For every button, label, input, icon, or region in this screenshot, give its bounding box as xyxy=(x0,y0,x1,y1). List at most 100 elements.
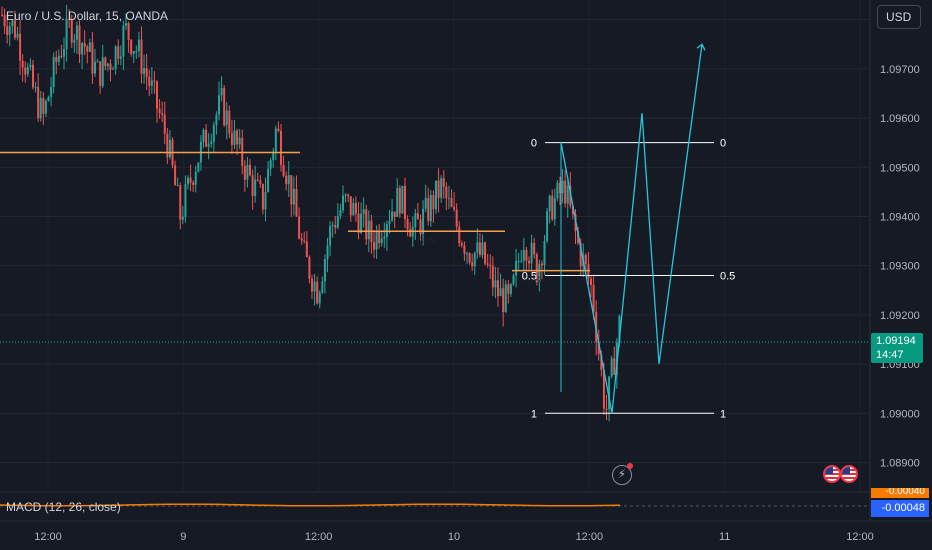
fib-label-right: 0 xyxy=(720,138,726,150)
us-flag-icon[interactable] xyxy=(840,465,858,483)
candle-body xyxy=(282,164,285,176)
candle-body xyxy=(569,185,572,206)
candle-body xyxy=(561,180,564,194)
candle-body xyxy=(52,57,55,88)
candle-body xyxy=(618,315,621,343)
candle-body xyxy=(104,57,107,67)
candle-body xyxy=(497,280,499,297)
candle-body xyxy=(334,225,337,228)
candle-body xyxy=(26,67,29,75)
candle-body xyxy=(559,182,561,194)
fib-label-right: 1 xyxy=(720,408,726,420)
y-tick-label: 1.09700 xyxy=(880,64,920,76)
candle-body xyxy=(571,205,574,215)
candle-body xyxy=(507,284,510,294)
us-flag-icon[interactable] xyxy=(823,465,841,483)
candle-body xyxy=(163,114,166,134)
candle-body xyxy=(466,253,468,255)
candle-body xyxy=(145,68,148,77)
candle-body xyxy=(460,243,463,246)
candle-body xyxy=(243,165,246,180)
candle-body xyxy=(181,216,184,220)
candle-body xyxy=(318,292,321,304)
chart-grid xyxy=(0,19,870,463)
candle-body xyxy=(522,249,525,261)
candle-body xyxy=(564,180,567,204)
candle-body xyxy=(453,206,456,210)
projection-line xyxy=(560,44,703,414)
candle-body xyxy=(228,110,231,134)
candle-body xyxy=(189,177,192,183)
currency-button[interactable]: USD xyxy=(877,5,921,29)
x-tick-label: 9 xyxy=(180,531,186,543)
price-axis: 1.098001.097001.096001.095001.094001.093… xyxy=(880,15,920,470)
candle-body xyxy=(584,254,587,264)
candle-body xyxy=(83,43,86,47)
candle-body xyxy=(551,195,554,220)
candle-body xyxy=(150,80,153,86)
candle-body xyxy=(473,252,476,267)
candle-body xyxy=(21,60,24,68)
candle-body xyxy=(600,354,603,370)
x-tick-label: 12:00 xyxy=(34,531,62,543)
candle-body xyxy=(11,20,14,27)
candle-body xyxy=(135,51,138,53)
candle-body xyxy=(422,208,425,235)
candle-body xyxy=(525,249,528,261)
macd-signal-value-tag: -0.00040 xyxy=(871,488,929,498)
candle-body xyxy=(101,57,104,86)
projection-arrowhead xyxy=(696,43,706,51)
candle-body xyxy=(419,219,422,235)
x-tick-label: 12:00 xyxy=(576,531,604,543)
candle-body xyxy=(339,210,342,216)
candle-body xyxy=(88,42,91,52)
fib-label-left: 1 xyxy=(531,408,537,420)
candle-body xyxy=(174,165,177,186)
candle-body xyxy=(197,162,200,172)
candle-body xyxy=(494,280,497,288)
candle-body xyxy=(455,209,458,227)
candle-body xyxy=(3,15,6,27)
macd-value-tag: -0.00048 xyxy=(871,500,929,517)
candle-body xyxy=(323,259,326,282)
macd-indicator-label[interactable]: MACD (12, 26, close) xyxy=(6,500,121,514)
candle-body xyxy=(342,195,344,211)
candle-body xyxy=(331,225,334,227)
candle-body xyxy=(305,241,308,258)
candle-body xyxy=(329,226,332,246)
candle-body xyxy=(94,61,96,74)
candle-body xyxy=(393,211,396,217)
candle-body xyxy=(8,26,11,35)
candle-body xyxy=(336,215,339,228)
candle-body xyxy=(194,171,197,185)
candle-body xyxy=(347,194,350,197)
candle-body xyxy=(269,160,272,169)
candle-body xyxy=(176,185,179,187)
candle-body xyxy=(512,275,515,285)
candle-body xyxy=(416,213,419,220)
candle-body xyxy=(440,178,443,198)
candle-body xyxy=(535,254,538,283)
fib-label-left: 0.5 xyxy=(522,271,537,283)
y-tick-label: 1.09400 xyxy=(880,211,920,223)
x-tick-label: 10 xyxy=(448,531,460,543)
candle-body xyxy=(254,179,257,196)
candle-body xyxy=(99,61,102,86)
symbol-title[interactable]: Euro / U.S. Dollar, 15, OANDA xyxy=(6,9,169,23)
candle-body xyxy=(137,39,140,52)
candle-body xyxy=(60,55,63,57)
candle-body xyxy=(153,80,156,82)
candle-body xyxy=(590,278,592,285)
flash-icon[interactable]: ⚡ xyxy=(612,465,632,485)
candle-body xyxy=(238,137,241,145)
candle-body xyxy=(13,20,16,38)
candle-body xyxy=(34,86,37,88)
candle-body xyxy=(435,180,437,210)
candle-body xyxy=(57,55,60,62)
candle-body xyxy=(215,114,218,126)
candle-body xyxy=(251,175,254,196)
candle-body xyxy=(192,182,195,185)
candle-body xyxy=(205,129,208,147)
candle-body xyxy=(42,97,45,114)
